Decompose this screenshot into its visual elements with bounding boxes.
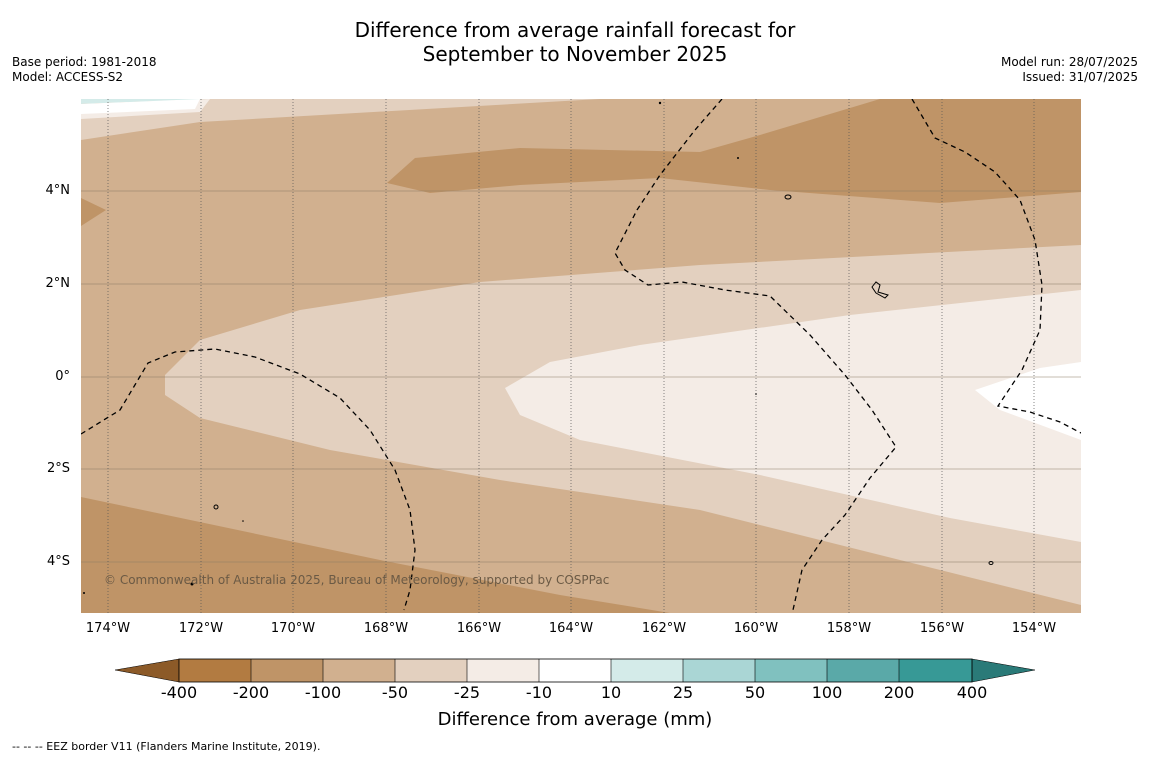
- colorbar-bin-5: [467, 659, 539, 682]
- colorbar-tick: 50: [744, 683, 766, 702]
- colorbar-bin-4: [395, 659, 467, 682]
- model-info: Base period: 1981-2018 Model: ACCESS-S2: [12, 55, 157, 85]
- lon-label-168w: 168°W: [363, 621, 409, 636]
- colorbar-bin-3: [323, 659, 395, 682]
- lon-label-166w: 166°W: [456, 621, 502, 636]
- colorbar-bin-1: [179, 659, 251, 682]
- run-info: Model run: 28/07/2025 Issued: 31/07/2025: [1001, 55, 1138, 85]
- band-minus-10: [975, 362, 1081, 440]
- lat-label-0: 0°: [55, 369, 70, 384]
- lon-label-164w: 164°W: [548, 621, 594, 636]
- copyright-notice: © Commonwealth of Australia 2025, Bureau…: [104, 573, 610, 587]
- lat-label-4n: 4°N: [45, 183, 71, 198]
- lat-label-2s: 2°S: [46, 461, 70, 476]
- colorbar-tick: -10: [525, 683, 553, 702]
- island-dots: [83, 101, 757, 594]
- lon-label-174w: 174°W: [85, 621, 131, 636]
- band-minus-50-top: [81, 99, 600, 140]
- colorbar-tick: 100: [811, 683, 843, 702]
- colorbar-tick: 200: [883, 683, 915, 702]
- colorbar-tick: 25: [672, 683, 694, 702]
- title-line-1: Difference from average rainfall forecas…: [354, 18, 796, 42]
- colorbar-outline: [178, 658, 973, 683]
- band-minus-25: [505, 290, 1081, 542]
- colorbar-bin-6: [539, 659, 611, 682]
- lon-label-158w: 158°W: [826, 621, 872, 636]
- colorbar-bin-9: [755, 659, 827, 682]
- lat-label-4s: 4°S: [46, 554, 70, 569]
- colorbar-tick: -400: [160, 683, 198, 702]
- eez-footnote: -- -- -- EEZ border V11 (Flanders Marine…: [12, 740, 321, 753]
- colorbar-tick: 10: [600, 683, 622, 702]
- colorbar-tick: -200: [232, 683, 270, 702]
- lon-label-156w: 156°W: [919, 621, 965, 636]
- lon-label-160w: 160°W: [733, 621, 779, 636]
- colorbar-extend-low: [114, 658, 180, 683]
- map-title: Difference from average rainfall forecas…: [0, 18, 1150, 66]
- band-minus-200-west: [81, 198, 106, 226]
- colorbar-bin-11: [899, 659, 972, 682]
- islands: [213, 194, 994, 565]
- base-period: Base period: 1981-2018: [12, 55, 157, 69]
- colorbar-bin-10: [827, 659, 899, 682]
- colorbar-tick: -25: [453, 683, 481, 702]
- lon-label-172w: 172°W: [178, 621, 224, 636]
- title-line-2: September to November 2025: [422, 42, 728, 66]
- colorbar-bin-2: [251, 659, 323, 682]
- colorbar-tick: 400: [956, 683, 988, 702]
- colorbar-tick: -50: [381, 683, 409, 702]
- colorbar-bin-8: [683, 659, 755, 682]
- lon-label-170w: 170°W: [270, 621, 316, 636]
- colorbar-extend-high: [971, 658, 1036, 683]
- colorbar-title: Difference from average (mm): [437, 709, 713, 730]
- lat-label-2n: 2°N: [45, 276, 71, 291]
- map-field: [81, 99, 1081, 613]
- lon-label-154w: 154°W: [1011, 621, 1057, 636]
- band-minus-200-south: [81, 497, 670, 613]
- colorbar-bin-7: [611, 659, 683, 682]
- model-name: Model: ACCESS-S2: [12, 70, 124, 84]
- colorbar-tick: -100: [304, 683, 342, 702]
- colorbar: [114, 658, 1036, 683]
- band-minus-10-top: [81, 99, 200, 114]
- model-run: Model run: 28/07/2025: [1000, 55, 1138, 69]
- eez-borders: [81, 99, 1081, 611]
- band-minus-200-north: [387, 99, 1081, 203]
- issued-date: Issued: 31/07/2025: [1022, 70, 1138, 84]
- graticule: [81, 190, 1081, 563]
- lon-label-162w: 162°W: [641, 621, 687, 636]
